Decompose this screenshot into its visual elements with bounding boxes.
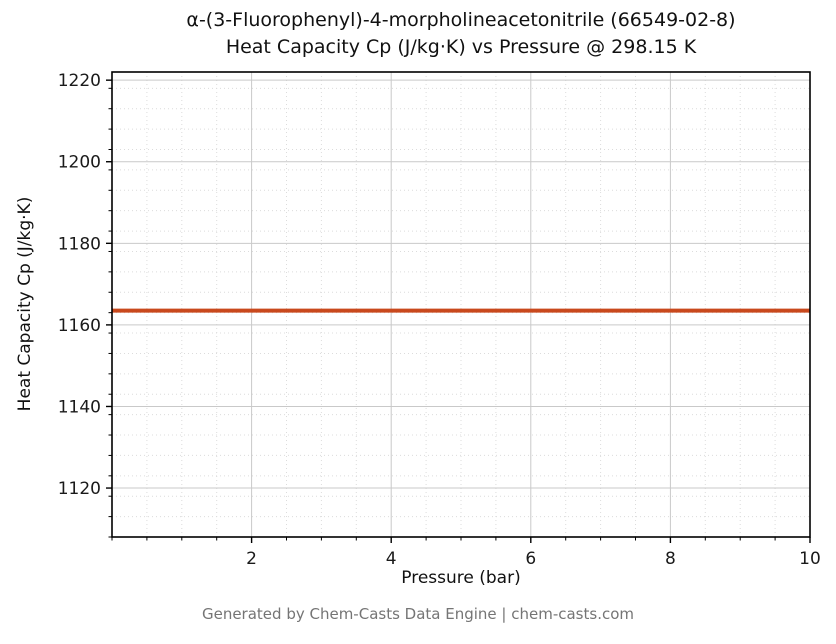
footer-attribution: Generated by Chem-Casts Data Engine | ch… (201, 605, 635, 623)
y-tick-label: 1140 (58, 397, 101, 417)
chart-title-line2: Heat Capacity Cp (J/kg·K) vs Pressure @ … (225, 36, 697, 58)
chart-title-line1: α-(3-Fluorophenyl)-4-morpholineacetonitr… (186, 9, 736, 31)
x-tick-label: 6 (525, 549, 536, 569)
x-tick-label: 2 (246, 549, 257, 569)
x-axis-label: Pressure (bar) (401, 568, 521, 588)
y-tick-label: 1120 (58, 479, 101, 499)
y-tick-label: 1200 (58, 153, 101, 173)
x-tick-label: 10 (799, 549, 821, 569)
y-tick-label: 1180 (58, 234, 101, 254)
x-tick-label: 8 (665, 549, 676, 569)
y-axis-label: Heat Capacity Cp (J/kg·K) (15, 196, 35, 412)
x-tick-label: 4 (386, 549, 397, 569)
y-tick-label: 1160 (58, 316, 101, 336)
y-tick-label: 1220 (58, 71, 101, 91)
